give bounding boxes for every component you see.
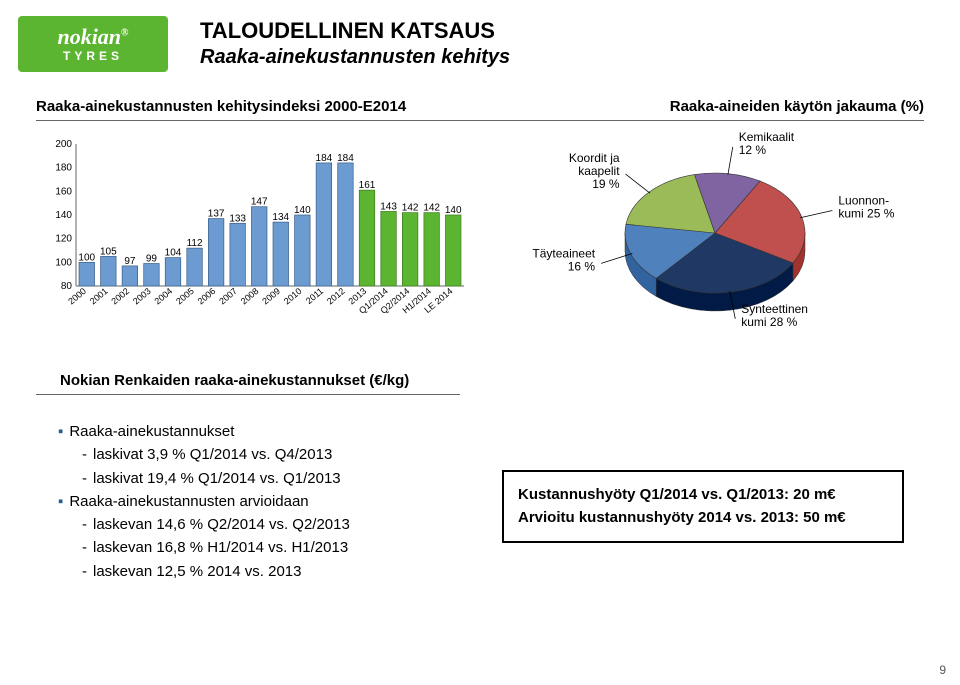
svg-text:Luonnon-: Luonnon-: [838, 193, 889, 207]
svg-text:80: 80: [61, 281, 73, 292]
svg-text:kumi 28 %: kumi 28 %: [741, 315, 797, 328]
svg-text:2001: 2001: [88, 286, 110, 307]
svg-text:kumi 25 %: kumi 25 %: [838, 206, 894, 220]
svg-text:133: 133: [229, 213, 246, 224]
benefit-line2: Arvioitu kustannushyöty 2014 vs. 2013: 5…: [518, 507, 888, 530]
svg-text:105: 105: [100, 246, 117, 257]
svg-text:140: 140: [55, 210, 72, 221]
svg-text:2011: 2011: [304, 286, 325, 306]
bullets-block: ▪Raaka-ainekustannukset -laskivat 3,9 % …: [58, 420, 350, 583]
svg-text:200: 200: [55, 139, 72, 150]
brand-logo: nokian® TYRES: [18, 16, 168, 72]
svg-text:134: 134: [272, 212, 289, 223]
svg-text:184: 184: [337, 153, 354, 164]
pie-chart-svg: Luonnon-kumi 25 % Synteettinenkumi 28 % Tä…: [510, 118, 920, 328]
svg-text:100: 100: [78, 252, 95, 263]
svg-text:12 %: 12 %: [739, 143, 767, 157]
svg-text:180: 180: [55, 163, 72, 174]
bar-chart: 8010012014016018020010020001052001972002…: [48, 130, 468, 320]
svg-text:184: 184: [316, 153, 333, 164]
svg-text:2009: 2009: [260, 286, 282, 307]
slide: nokian® TYRES TALOUDELLINEN KATSAUS Raak…: [0, 0, 960, 685]
brand-subtext: TYRES: [63, 50, 123, 62]
bullet-2-sub-0: -laskevan 14,6 % Q2/2014 vs. Q2/2013: [82, 513, 350, 536]
subhead-left: Raaka-ainekustannusten kehitysindeksi 20…: [36, 98, 406, 115]
bar-chart-svg: 8010012014016018020010020001052001972002…: [48, 130, 468, 320]
svg-text:2012: 2012: [325, 286, 347, 307]
svg-text:kaapelit: kaapelit: [578, 164, 620, 178]
bullet-1-sub-0: -laskivat 3,9 % Q1/2014 vs. Q4/2013: [82, 443, 350, 466]
bullet-1-sub-1: -laskivat 19,4 % Q1/2014 vs. Q1/2013: [82, 467, 350, 490]
brand-text: nokian®: [57, 26, 128, 48]
svg-text:2003: 2003: [131, 286, 153, 307]
svg-text:Täyteaineet: Täyteaineet: [532, 246, 595, 260]
svg-text:Synteettinen: Synteettinen: [741, 302, 808, 316]
svg-text:142: 142: [402, 203, 419, 214]
bullet-2: ▪Raaka-ainekustannusten arvioidaan: [58, 490, 350, 513]
bullet-2-sub-2: -laskevan 12,5 % 2014 vs. 2013: [82, 560, 350, 583]
bullet-2-sub-1: -laskevan 16,8 % H1/2014 vs. H1/2013: [82, 536, 350, 559]
svg-text:16 %: 16 %: [568, 259, 596, 273]
svg-text:Kemikaalit: Kemikaalit: [739, 130, 795, 144]
title-block: TALOUDELLINEN KATSAUS Raaka-ainekustannu…: [200, 18, 510, 69]
svg-text:143: 143: [380, 201, 397, 212]
subhead-right: Raaka-aineiden käytön jakauma (%): [670, 98, 924, 115]
lower-heading: Nokian Renkaiden raaka-ainekustannukset …: [60, 372, 409, 389]
svg-text:2006: 2006: [196, 286, 218, 307]
pie-chart: Luonnon-kumi 25 % Synteettinenkumi 28 % Tä…: [510, 118, 920, 328]
svg-text:2004: 2004: [153, 286, 175, 307]
page-number: 9: [939, 663, 946, 677]
svg-text:142: 142: [423, 203, 440, 214]
svg-text:120: 120: [55, 234, 72, 245]
title-line2: Raaka-ainekustannusten kehitys: [200, 46, 510, 69]
svg-text:137: 137: [208, 209, 225, 220]
svg-text:140: 140: [294, 205, 311, 216]
benefit-line1: Kustannushyöty Q1/2014 vs. Q1/2013: 20 m…: [518, 484, 888, 507]
svg-text:2007: 2007: [217, 286, 239, 307]
svg-text:100: 100: [55, 257, 72, 268]
svg-text:104: 104: [165, 248, 182, 259]
svg-text:161: 161: [359, 180, 376, 191]
svg-text:2010: 2010: [282, 286, 304, 307]
svg-text:112: 112: [187, 238, 203, 249]
bullet-1: ▪Raaka-ainekustannukset: [58, 420, 350, 443]
svg-text:147: 147: [251, 197, 268, 208]
svg-text:2008: 2008: [239, 286, 261, 307]
svg-text:19 %: 19 %: [592, 177, 620, 191]
lower-rule: [36, 394, 460, 395]
svg-text:2005: 2005: [174, 286, 196, 307]
svg-text:97: 97: [124, 256, 136, 267]
benefit-box: Kustannushyöty Q1/2014 vs. Q1/2013: 20 m…: [502, 470, 904, 543]
svg-text:99: 99: [146, 254, 158, 265]
svg-text:Koordit ja: Koordit ja: [569, 151, 620, 165]
svg-text:2002: 2002: [109, 286, 131, 307]
svg-text:160: 160: [55, 186, 72, 197]
title-line1: TALOUDELLINEN KATSAUS: [200, 18, 510, 44]
svg-text:140: 140: [445, 205, 462, 216]
